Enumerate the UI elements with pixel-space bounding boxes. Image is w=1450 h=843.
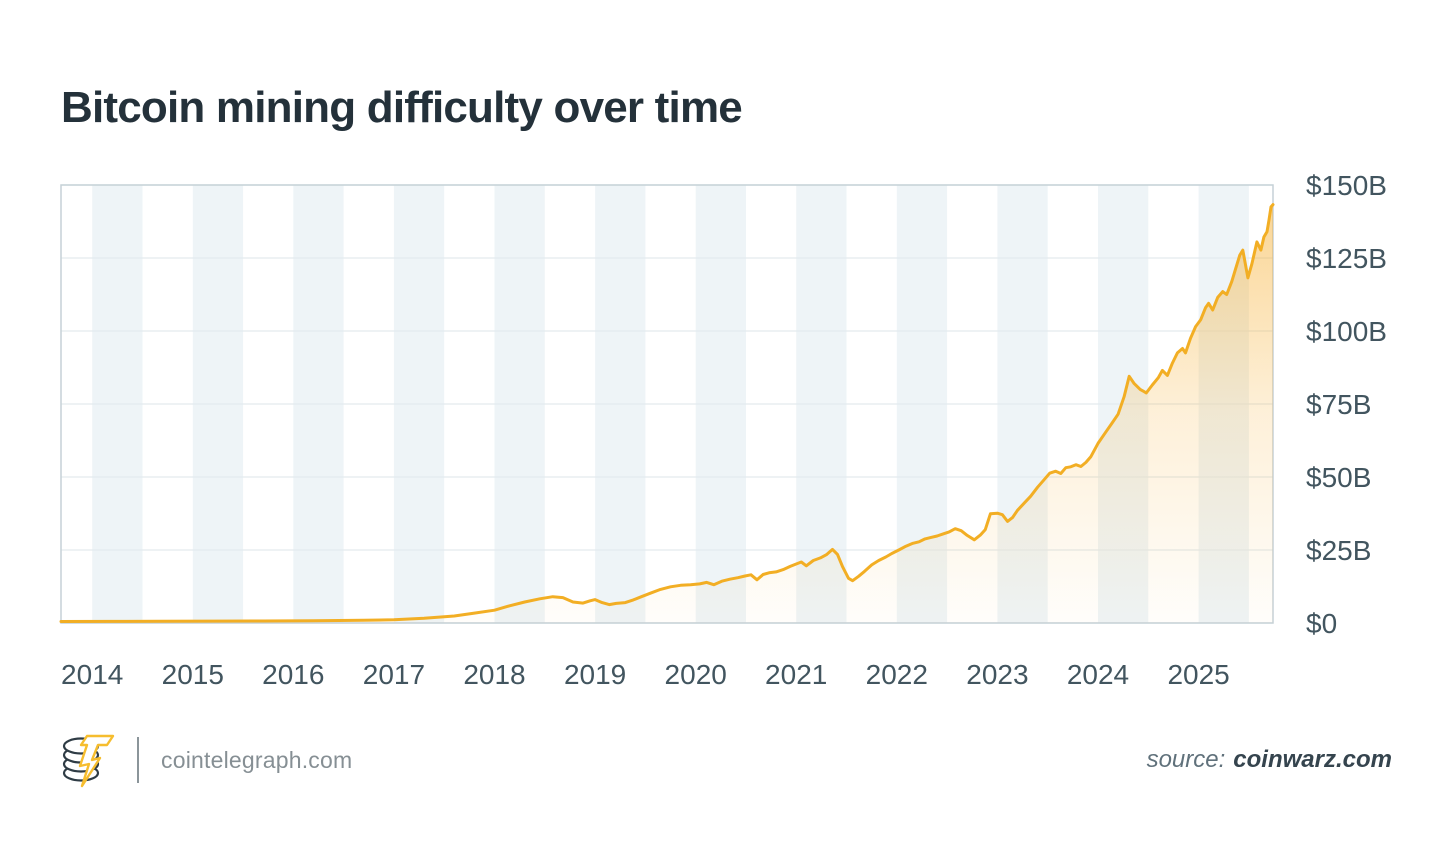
- x-axis-tick-label: 2025: [1167, 659, 1229, 690]
- cointelegraph-logo-icon: [62, 734, 115, 788]
- x-axis-tick-label: 2024: [1067, 659, 1129, 690]
- y-axis-tick-label: $50B: [1306, 462, 1371, 493]
- x-axis-tick-label: 2020: [665, 659, 727, 690]
- source-name-text: coinwarz.com: [1233, 746, 1392, 773]
- brand-site-text: cointelegraph.com: [161, 746, 353, 773]
- y-axis-tick-label: $125B: [1306, 243, 1387, 274]
- footer-divider: [137, 737, 139, 783]
- lightning-bolt-icon: [78, 734, 115, 788]
- x-axis-tick-label: 2018: [463, 659, 525, 690]
- y-axis-tick-label: $25B: [1306, 535, 1371, 566]
- y-axis-labels: $0 $25B $50B $75B $100B $125B $150B: [1306, 170, 1387, 639]
- y-axis-tick-label: $150B: [1306, 170, 1387, 201]
- footer: cointelegraph.com source: coinwarz.com: [61, 728, 1392, 792]
- x-axis-tick-label: 2022: [866, 659, 928, 690]
- x-axis-labels: 2014 2015 2016 2017 2018 2019 2020 2021 2022 2023…: [61, 659, 1230, 690]
- x-axis-tick-label: 2016: [262, 659, 324, 690]
- brand-block: cointelegraph.com: [61, 731, 352, 789]
- x-axis-tick-label: 2015: [162, 659, 224, 690]
- y-axis-tick-label: $75B: [1306, 389, 1371, 420]
- x-axis-tick-label: 2014: [61, 659, 123, 690]
- difficulty-area-fill: [61, 204, 1273, 623]
- x-axis-tick-label: 2021: [765, 659, 827, 690]
- x-axis-tick-label: 2019: [564, 659, 626, 690]
- source-prefix-text: source:: [1146, 746, 1226, 773]
- x-axis-tick-label: 2023: [966, 659, 1028, 690]
- y-axis-tick-label: $100B: [1306, 316, 1387, 347]
- x-axis-tick-label: 2017: [363, 659, 425, 690]
- source-attribution: source: coinwarz.com: [1147, 746, 1392, 774]
- page-title: Bitcoin mining difficulty over time: [61, 83, 743, 133]
- difficulty-line: [59, 203, 1275, 623]
- y-axis-tick-label: $0: [1306, 608, 1337, 639]
